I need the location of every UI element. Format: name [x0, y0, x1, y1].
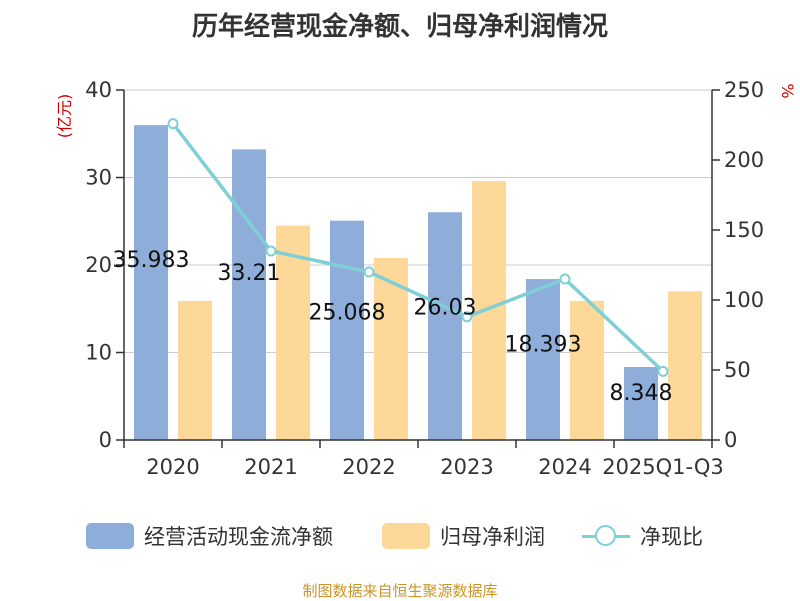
legend-label-net-profit: 归母净利润 — [440, 525, 545, 549]
data-label-cashflow: 33.21 — [218, 261, 281, 286]
legend: 经营活动现金流净额 归母净利润 净现比 — [0, 516, 800, 556]
y-left-tick-label: 0 — [99, 428, 112, 452]
source-note: 制图数据来自恒生聚源数据库 — [302, 582, 498, 600]
chart-title: 历年经营现金净额、归母净利润情况 — [191, 12, 608, 42]
y-right-tick-label: 150 — [724, 218, 764, 242]
x-tick-label: 2023 — [440, 455, 493, 479]
y-left-tick-label: 10 — [85, 341, 112, 365]
point-cash-ratio — [559, 273, 571, 285]
y-left-tick-label: 20 — [85, 253, 112, 277]
x-tick-label: 2020 — [146, 455, 199, 479]
bars — [134, 125, 702, 441]
grid-lines — [124, 89, 712, 353]
data-labels: 35.983 33.21 25.068 26.03 18.393 8.348 — [113, 248, 673, 406]
point-cash-ratio — [265, 245, 277, 257]
data-label-cashflow: 18.393 — [505, 332, 582, 357]
point-cash-ratio — [657, 365, 669, 377]
legend-item-cash-ratio[interactable]: 净现比 — [582, 516, 703, 556]
point-cash-ratio — [363, 266, 375, 278]
x-tick-label: 2025Q1-Q3 — [602, 455, 724, 479]
legend-swatch-cash-ratio — [582, 523, 630, 549]
bar-cashflow — [134, 125, 168, 441]
bar-cashflow — [330, 220, 364, 440]
x-tick-label: 2021 — [244, 455, 297, 479]
x-tick-label: 2024 — [538, 455, 591, 479]
legend-item-net-profit[interactable]: 归母净利润 — [382, 516, 545, 556]
x-tick-label: 2022 — [342, 455, 395, 479]
y-right-tick-label: 0 — [724, 428, 737, 452]
point-cash-ratio — [167, 118, 179, 130]
y-right-tick-label: 200 — [724, 148, 764, 172]
y-right-unit: % — [778, 83, 797, 98]
data-label-cashflow: 25.068 — [309, 300, 386, 325]
legend-swatch-net-profit — [382, 523, 430, 549]
bar-cashflow — [624, 366, 658, 440]
bar-cashflow — [232, 149, 266, 440]
bar-net-profit — [570, 300, 604, 440]
y-right-tick-label: 250 — [724, 78, 764, 102]
bar-cashflow — [526, 279, 560, 440]
line-cash-ratio — [171, 122, 665, 373]
y-left-unit: (亿元) — [55, 94, 74, 139]
bar-net-profit — [374, 258, 408, 440]
y-right-tick-label: 100 — [724, 288, 764, 312]
bar-net-profit — [472, 181, 506, 440]
data-label-cashflow: 26.03 — [414, 296, 477, 321]
y-left-tick-label: 30 — [85, 166, 112, 190]
legend-item-cashflow[interactable]: 经营活动现金流净额 — [86, 516, 333, 556]
data-label-cashflow: 35.983 — [113, 248, 190, 273]
bar-net-profit — [668, 291, 702, 440]
y-left-tick-label: 40 — [85, 78, 112, 102]
bar-net-profit — [178, 300, 212, 440]
y-right-tick-label: 50 — [724, 358, 751, 382]
point-cash-ratio — [461, 311, 473, 323]
bar-cashflow — [428, 212, 462, 440]
legend-label-cashflow: 经营活动现金流净额 — [144, 525, 333, 549]
axes: 0 10 20 30 40 0 50 100 150 200 250 2020 2021 2022 2023… — [55, 78, 797, 479]
ratio-line — [167, 118, 669, 377]
data-label-cashflow: 8.348 — [610, 381, 673, 406]
bar-net-profit — [276, 225, 310, 440]
legend-swatch-cashflow — [86, 523, 134, 549]
legend-label-cash-ratio: 净现比 — [640, 525, 703, 549]
